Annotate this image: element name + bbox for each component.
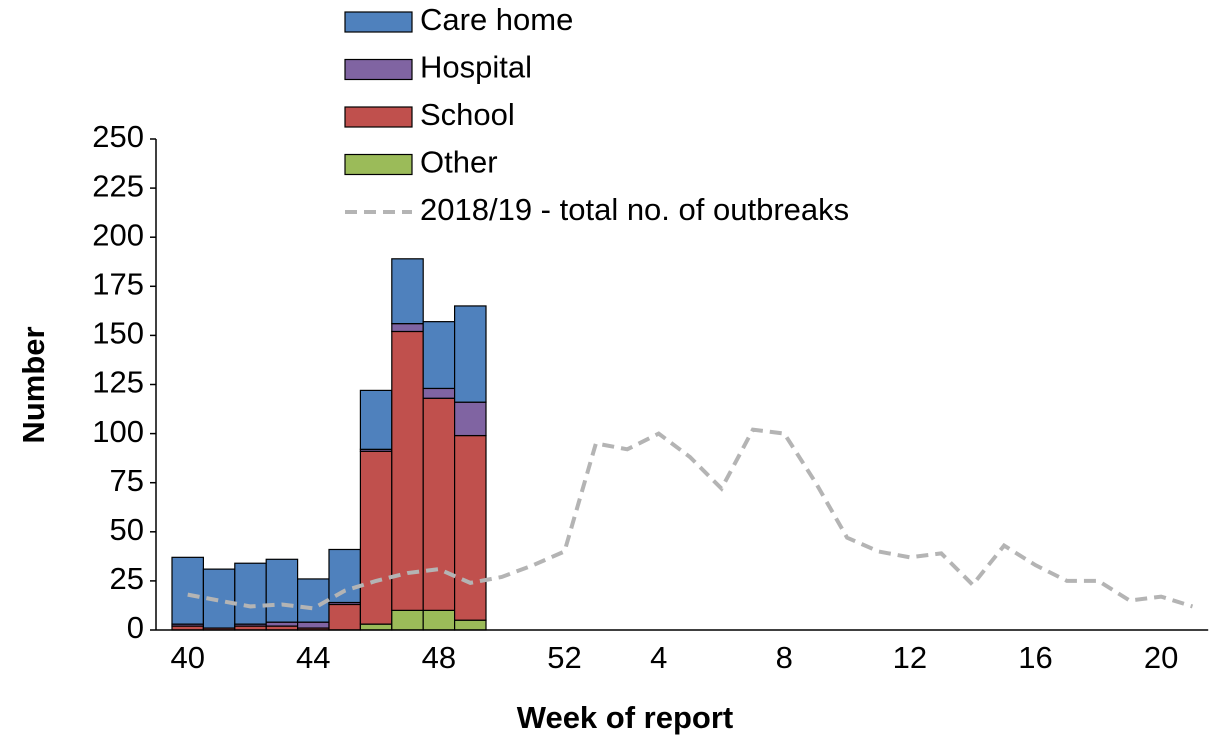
bar-segment <box>359 389 393 450</box>
y-tick-label: 25 <box>110 561 144 596</box>
x-axis-title: Week of report <box>517 700 733 735</box>
legend-swatch <box>344 106 413 128</box>
bar-segment <box>359 623 393 631</box>
bar-segment <box>454 305 487 403</box>
legend-label: Hospital <box>420 50 532 85</box>
legend-swatch <box>344 11 413 33</box>
y-tick-label: 125 <box>92 365 144 400</box>
x-tick-label: 8 <box>776 640 793 675</box>
legend-label: 2018/19 - total no. of outbreaks <box>420 192 849 227</box>
legend-label: Care home <box>420 2 573 37</box>
bar-segment <box>391 330 424 611</box>
y-tick-label: 150 <box>92 316 144 351</box>
x-tick-label: 52 <box>547 640 581 675</box>
y-tick-label: 175 <box>92 266 144 301</box>
bar-segment <box>234 562 267 625</box>
x-tick-label: 40 <box>170 640 204 675</box>
bar-segment <box>265 558 299 623</box>
legend-label: School <box>420 97 515 132</box>
line-series <box>187 427 1194 611</box>
y-tick-label: 200 <box>92 217 144 252</box>
bar-segment <box>328 603 361 631</box>
y-tick-label: 50 <box>110 512 144 547</box>
x-tick-label: 20 <box>1144 640 1178 675</box>
bar-segment <box>391 258 424 325</box>
legend-label: Other <box>420 145 498 180</box>
y-tick-label: 250 <box>92 119 144 154</box>
bar-segment <box>422 321 456 390</box>
bar-segment <box>454 434 487 621</box>
y-tick-label: 75 <box>110 463 144 498</box>
legend-swatch <box>344 58 413 81</box>
y-axis-title: Number <box>16 326 51 443</box>
bar-segment <box>454 401 487 437</box>
bar-segment <box>422 609 456 631</box>
x-tick-label: 4 <box>650 640 667 675</box>
y-tick-label: 100 <box>92 414 144 449</box>
bar-segment <box>359 450 393 625</box>
x-tick-label: 48 <box>422 640 456 675</box>
bar-segment <box>422 387 456 399</box>
bar-segment <box>454 619 487 631</box>
legend-swatch <box>344 153 413 176</box>
x-tick-label: 12 <box>893 640 927 675</box>
bar-segment <box>391 609 424 631</box>
bar-segment <box>171 556 204 625</box>
bar-segment <box>328 548 361 604</box>
bar-segment <box>297 621 330 629</box>
bar-segment <box>391 323 424 333</box>
x-tick-label: 44 <box>296 640 330 675</box>
x-tick-label: 16 <box>1018 640 1052 675</box>
y-tick-label: 0 <box>127 610 144 645</box>
bar-segment <box>422 397 456 611</box>
y-tick-label: 225 <box>92 168 144 203</box>
